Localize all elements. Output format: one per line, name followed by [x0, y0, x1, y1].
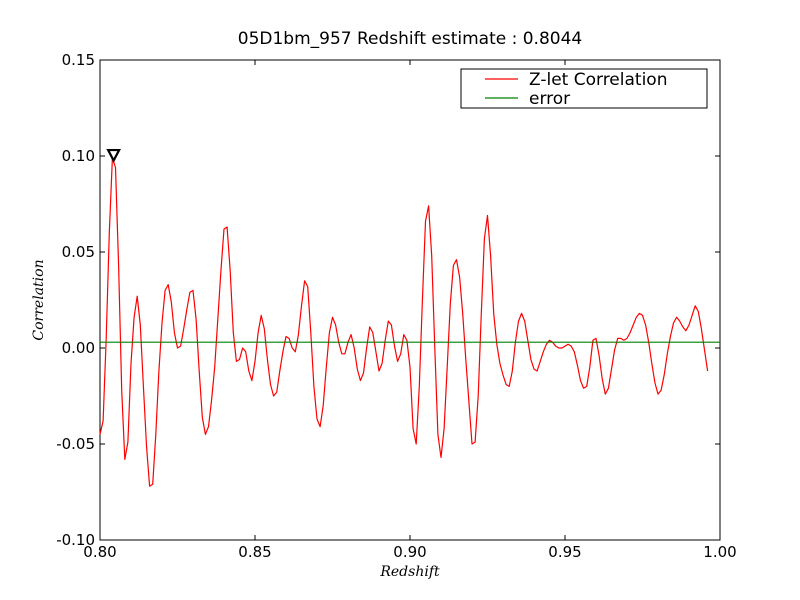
chart-title: 05D1bm_957 Redshift estimate : 0.8044 — [238, 29, 582, 49]
series-layer — [99, 157, 720, 487]
legend: Z-let Correlation error — [460, 68, 708, 109]
axis-ticks: 0.80 0.85 0.90 0.95 1.00 -0.10 -0.05 0.00 0.05 0.… — [56, 51, 737, 561]
x-axis-label: Redshift — [379, 564, 440, 580]
y-tick-label: 0.05 — [62, 243, 95, 261]
plot-frame — [99, 59, 721, 541]
series-line-z-let-correlation — [99, 157, 709, 487]
legend-label-z-let-correlation: Z-let Correlation — [529, 70, 667, 90]
x-tick-label: 0.80 — [83, 543, 116, 561]
x-tick-label: 0.95 — [548, 543, 581, 561]
x-tick-label: 0.90 — [393, 543, 426, 561]
redshift-estimate-marker — [106, 148, 121, 163]
legend-box — [460, 68, 708, 109]
x-tick-label: 1.00 — [703, 543, 736, 561]
y-tick-label: 0.00 — [62, 339, 95, 357]
x-tick-label: 0.85 — [238, 543, 271, 561]
plot-area — [99, 59, 721, 541]
legend-label-error: error — [529, 89, 570, 109]
y-tick-label: 0.15 — [62, 51, 95, 69]
annotation-layer — [106, 148, 121, 163]
y-tick-label: -0.10 — [56, 531, 95, 549]
y-axis-label: Correlation — [31, 259, 47, 340]
y-tick-label: -0.05 — [56, 435, 95, 453]
y-tick-label: 0.10 — [62, 147, 95, 165]
